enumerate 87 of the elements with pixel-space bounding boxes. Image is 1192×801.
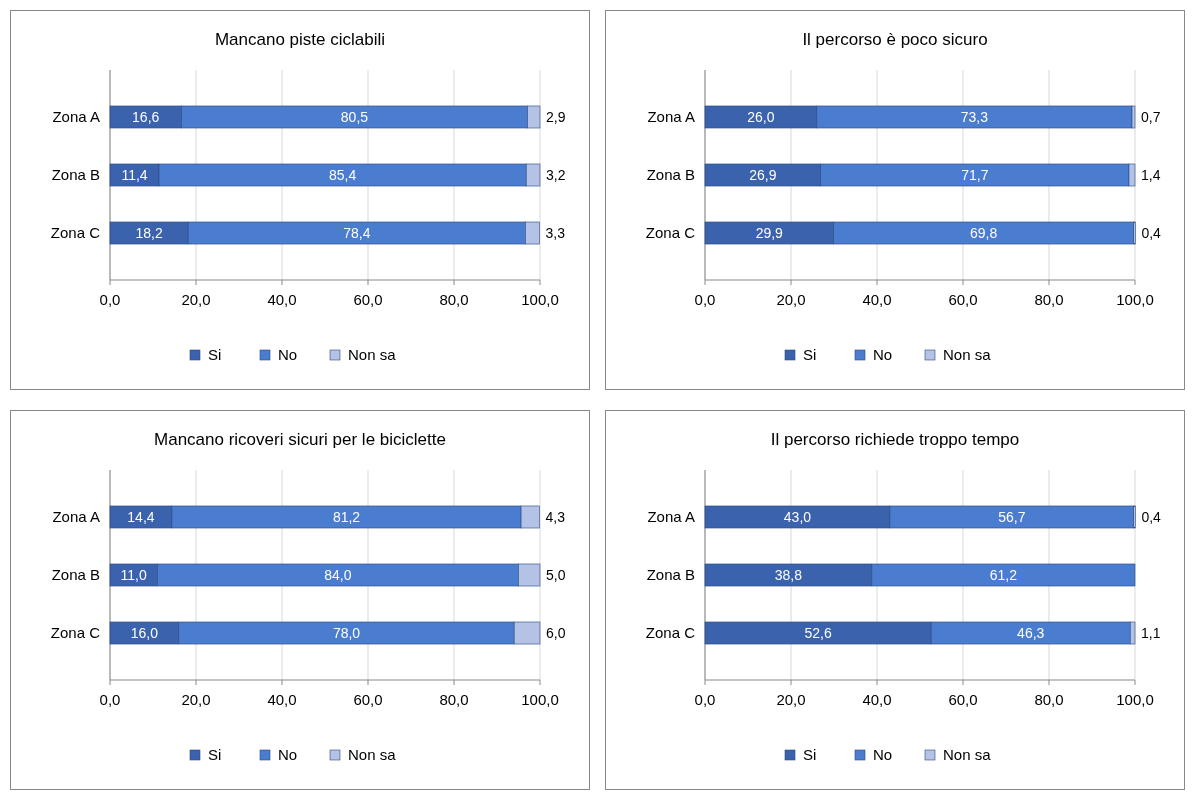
- x-tick-label: 40,0: [267, 291, 297, 308]
- y-tick-label: Zona B: [51, 566, 100, 584]
- x-tick-label: 40,0: [267, 691, 297, 708]
- data-label: 26,0: [747, 108, 775, 125]
- x-tick-label: 100,0: [521, 291, 559, 308]
- data-label: 56,7: [998, 508, 1026, 525]
- x-tick-label: 60,0: [948, 291, 978, 308]
- data-label: 14,4: [127, 508, 155, 525]
- legend-label: Si: [803, 346, 817, 364]
- data-label: 16,0: [130, 624, 159, 641]
- data-label: 1,1: [1141, 624, 1161, 641]
- data-label: 80,5: [340, 108, 369, 125]
- data-label: 0,4: [1141, 508, 1162, 525]
- x-tick-label: 40,0: [862, 691, 892, 708]
- data-label: 3,2: [546, 166, 566, 183]
- x-tick-label: 80,0: [439, 691, 469, 708]
- y-tick-label: Zona B: [646, 166, 695, 184]
- data-label: 71,7: [961, 166, 989, 183]
- legend-label: No: [278, 746, 298, 764]
- x-tick-label: 80,0: [439, 291, 469, 308]
- data-label: 0,4: [1141, 224, 1162, 241]
- x-tick-label: 0,0: [694, 691, 716, 708]
- x-tick-label: 20,0: [181, 291, 211, 308]
- x-tick-label: 60,0: [353, 691, 383, 708]
- legend-label: Non sa: [348, 746, 397, 764]
- data-label: 6,0: [546, 624, 566, 641]
- x-tick-label: 60,0: [353, 291, 383, 308]
- data-label: 2,9: [546, 108, 566, 125]
- data-label: 81,2: [332, 508, 361, 525]
- data-label: 3,3: [545, 224, 566, 241]
- data-label: 78,4: [343, 224, 371, 241]
- x-tick-label: 20,0: [181, 691, 211, 708]
- chart-title: Il percorso è poco sicuro: [802, 30, 988, 49]
- y-tick-label: Zona C: [50, 624, 101, 642]
- data-label: 26,9: [749, 166, 777, 183]
- y-tick-label: Zona A: [52, 108, 100, 126]
- data-label: 16,6: [132, 108, 160, 125]
- legend-label: Si: [208, 746, 222, 764]
- data-label: 11,0: [120, 566, 147, 583]
- data-label: 11,4: [121, 166, 148, 183]
- data-label: 0,7: [1141, 108, 1161, 125]
- data-label: 84,0: [324, 566, 352, 583]
- x-tick-label: 60,0: [948, 691, 978, 708]
- y-tick-label: Zona C: [645, 624, 696, 642]
- chart-title: Il percorso richiede troppo tempo: [770, 430, 1020, 449]
- y-tick-label: Zona A: [647, 508, 695, 526]
- y-tick-label: Zona C: [50, 224, 101, 242]
- y-tick-label: Zona B: [51, 166, 100, 184]
- y-tick-label: Zona B: [646, 566, 695, 584]
- data-label: 4,3: [545, 508, 566, 525]
- chart-title: Mancano ricoveri sicuri per le biciclette: [154, 430, 446, 449]
- legend-label: Non sa: [943, 746, 992, 764]
- x-tick-label: 20,0: [776, 691, 806, 708]
- x-tick-label: 100,0: [521, 691, 559, 708]
- x-tick-label: 0,0: [99, 691, 121, 708]
- legend-label: Si: [803, 746, 817, 764]
- data-label: 52,6: [804, 624, 832, 641]
- x-tick-label: 0,0: [694, 291, 716, 308]
- x-tick-label: 100,0: [1116, 291, 1154, 308]
- data-label: 73,3: [960, 108, 989, 125]
- x-tick-label: 0,0: [99, 291, 121, 308]
- y-tick-label: Zona C: [645, 224, 696, 242]
- y-tick-label: Zona A: [647, 108, 695, 126]
- data-label: 61,2: [989, 566, 1018, 583]
- legend-label: Si: [208, 346, 222, 364]
- legend-label: No: [873, 346, 893, 364]
- data-label: 1,4: [1141, 166, 1161, 183]
- x-tick-label: 40,0: [862, 291, 892, 308]
- x-tick-label: 100,0: [1116, 691, 1154, 708]
- data-label: 38,8: [774, 566, 803, 583]
- data-label: 78,0: [332, 624, 361, 641]
- data-label: 18,2: [135, 224, 163, 241]
- legend-label: Non sa: [943, 346, 992, 364]
- chart-title: Mancano piste ciclabili: [214, 30, 386, 49]
- legend-label: Non sa: [348, 346, 397, 364]
- x-tick-label: 80,0: [1034, 291, 1064, 308]
- data-label: 46,3: [1017, 624, 1045, 641]
- data-label: 29,9: [755, 224, 784, 241]
- legend-label: No: [278, 346, 298, 364]
- data-label: 69,8: [970, 224, 998, 241]
- legend-label: No: [873, 746, 893, 764]
- x-tick-label: 20,0: [776, 291, 806, 308]
- data-label: 85,4: [329, 166, 357, 183]
- data-label: 5,0: [546, 566, 566, 583]
- x-tick-label: 80,0: [1034, 691, 1064, 708]
- y-tick-label: Zona A: [52, 508, 100, 526]
- data-label: 43,0: [783, 508, 812, 525]
